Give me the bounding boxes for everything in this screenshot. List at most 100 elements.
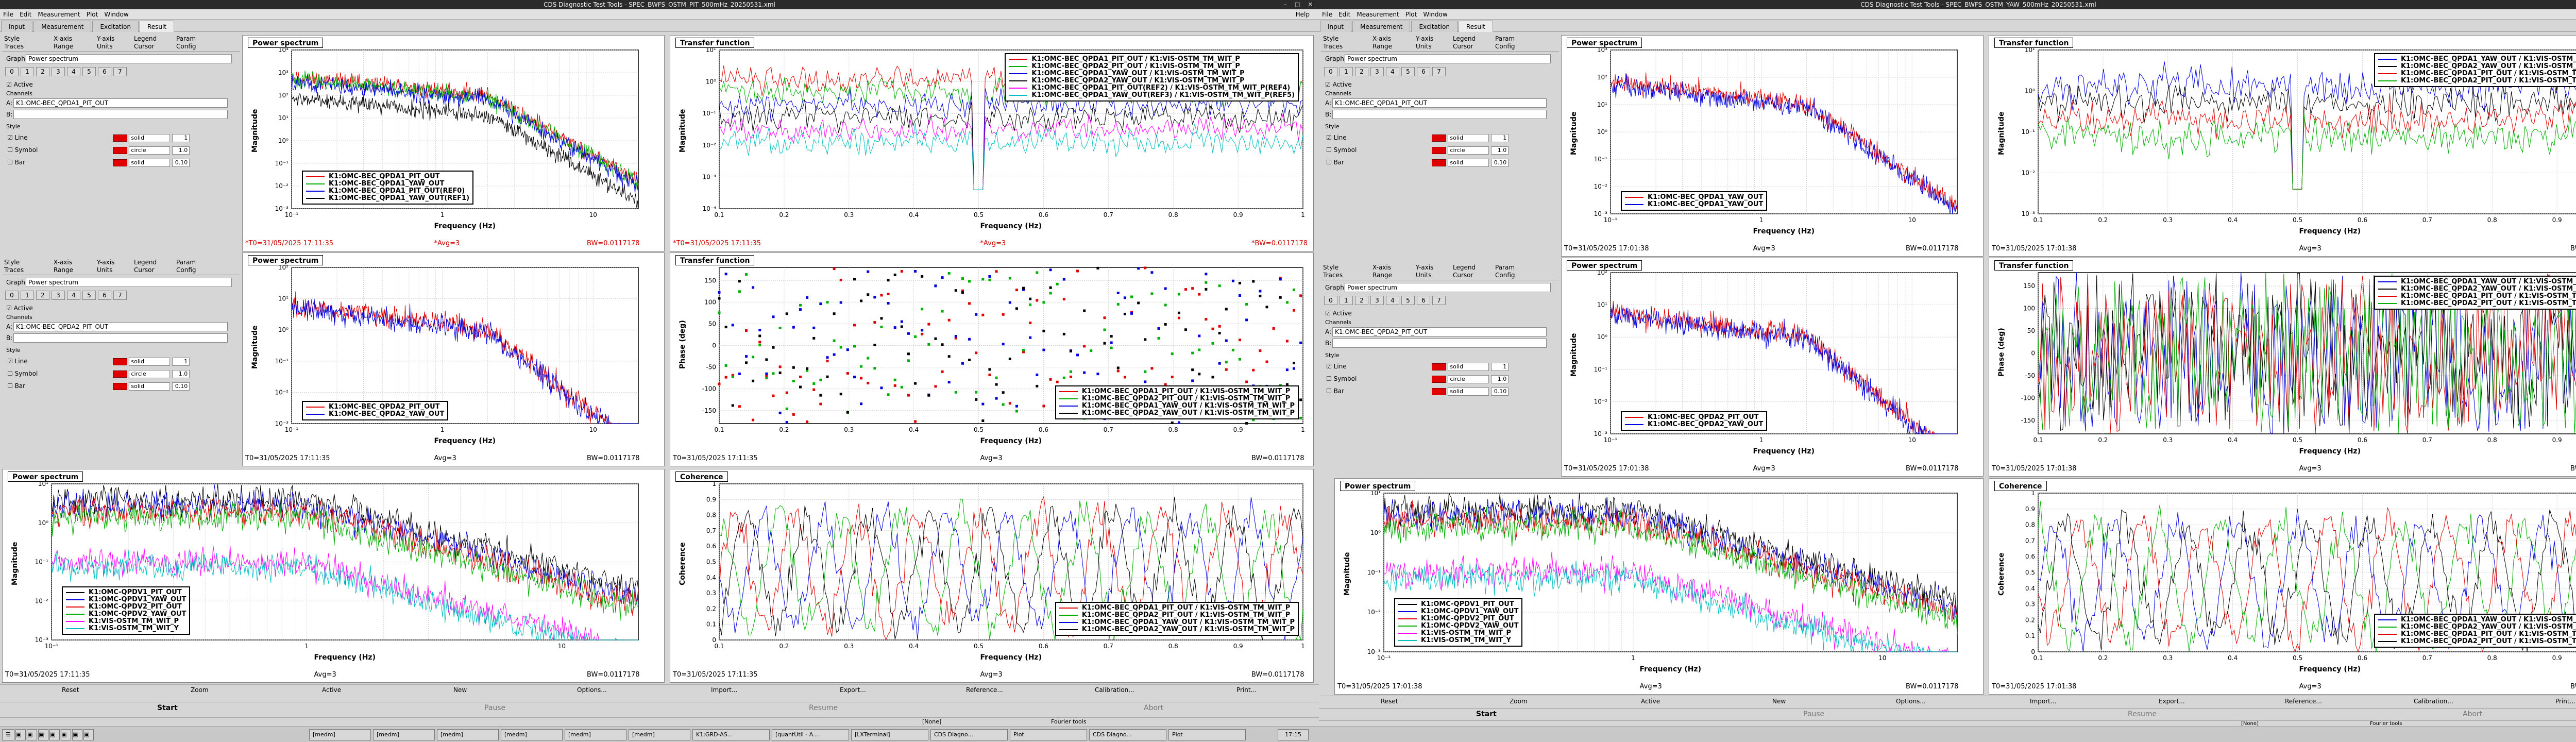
channel-a-select[interactable]: K1:OMC-BEC_QPDA1_PIT_OUT xyxy=(1332,98,1547,108)
tab-traces[interactable]: Traces xyxy=(4,266,24,274)
bar-checkbox[interactable]: ☐ xyxy=(7,159,15,166)
trace-tab-6[interactable]: 6 xyxy=(1417,296,1430,305)
reset-button[interactable]: Reset xyxy=(62,686,79,694)
taskbar-item[interactable]: [medm] xyxy=(501,729,563,740)
bar-checkbox[interactable]: ☐ xyxy=(7,382,15,390)
legend[interactable]: K1:OMC-BEC_QPDA1_PIT_OUT / K1:VIS-OSTM_T… xyxy=(1055,602,1299,636)
legend[interactable]: K1:OMC-BEC_QPDA2_PIT_OUT K1:OMC-BEC_QPDA2… xyxy=(302,401,449,420)
trace-tab-4[interactable]: 4 xyxy=(1386,296,1399,305)
tab-xaxis[interactable]: X-axis xyxy=(1372,35,1391,42)
tab-excitation[interactable]: Excitation xyxy=(92,21,139,32)
symbol-size-field[interactable]: 1.0 xyxy=(172,369,190,378)
reference-button[interactable]: Reference... xyxy=(966,686,1003,694)
trace-tab-3[interactable]: 3 xyxy=(52,67,65,76)
menu-window[interactable]: Window xyxy=(104,11,129,18)
pause-button[interactable]: Pause xyxy=(1803,710,1825,718)
trace-tab-5[interactable]: 5 xyxy=(82,67,96,76)
legend[interactable]: K1:OMC-BEC_QPDA1_YAW_OUT / K1:VIS-OSTM_T… xyxy=(2374,53,2576,87)
tab-range[interactable]: Range xyxy=(1372,43,1393,50)
channel-b-select[interactable] xyxy=(1332,339,1547,348)
active-checkbox[interactable]: ☑ Active xyxy=(6,304,33,312)
chart-svg[interactable]: 10⁻¹ 1 10 10⁻³ 10⁻² 10⁻¹ 10⁰ 10¹ xyxy=(3,469,664,682)
line-size-field[interactable]: 1 xyxy=(172,357,190,366)
symbol-checkbox[interactable]: ☐ xyxy=(7,146,15,154)
tab-param[interactable]: Param xyxy=(176,35,196,42)
tab-measurement[interactable]: Measurement xyxy=(33,21,92,32)
bar-checkbox[interactable]: ☐ xyxy=(1326,159,1334,166)
bar-style-select[interactable]: solid xyxy=(129,382,171,391)
trace-tab-4[interactable]: 4 xyxy=(67,67,80,76)
symbol-style-select[interactable]: circle xyxy=(1448,375,1489,383)
line-size-field[interactable]: 1 xyxy=(1491,133,1509,142)
taskbar-item[interactable]: [LXTerminal] xyxy=(851,729,928,740)
trace-tab-0[interactable]: 0 xyxy=(5,67,19,76)
trace-tab-6[interactable]: 6 xyxy=(98,291,111,300)
active-button[interactable]: Active xyxy=(322,686,342,694)
trace-tab-1[interactable]: 1 xyxy=(21,291,34,300)
symbol-checkbox[interactable]: ☐ xyxy=(1326,146,1334,154)
symbol-color-swatch[interactable] xyxy=(1431,375,1446,383)
new-button[interactable]: New xyxy=(453,686,467,694)
bar-color-swatch[interactable] xyxy=(1431,159,1446,166)
line-color-swatch[interactable] xyxy=(1431,363,1446,370)
chart-svg[interactable]: 0.10.20.30.40.50.60.70.80.9100.10.20.30.… xyxy=(1989,479,2576,694)
launcher-icon[interactable]: ▣ xyxy=(83,729,94,740)
menu-plot[interactable]: Plot xyxy=(86,11,98,18)
trace-tab-2[interactable]: 2 xyxy=(1355,67,1368,76)
active-checkbox[interactable]: ☑ Active xyxy=(1325,80,1352,89)
symbol-color-swatch[interactable] xyxy=(1431,146,1446,154)
tab-param[interactable]: Param xyxy=(1495,264,1515,271)
trace-tab-4[interactable]: 4 xyxy=(1386,67,1399,76)
trace-tab-6[interactable]: 6 xyxy=(98,67,111,76)
tab-config[interactable]: Config xyxy=(176,43,196,50)
bar-color-swatch[interactable] xyxy=(112,159,127,166)
tab-param[interactable]: Param xyxy=(176,259,196,266)
tab-yaxis[interactable]: Y-axis xyxy=(1416,264,1434,271)
launcher-icon[interactable]: ▣ xyxy=(27,729,37,740)
tab-units[interactable]: Units xyxy=(97,266,113,274)
graph-select[interactable]: Power spectrum xyxy=(26,278,232,287)
taskbar-item[interactable]: [medm] xyxy=(629,729,690,740)
tab-range[interactable]: Range xyxy=(54,266,74,274)
channel-a-select[interactable]: K1:OMC-BEC_QPDA1_PIT_OUT xyxy=(13,98,228,108)
options-button[interactable]: Options... xyxy=(577,686,607,694)
symbol-color-swatch[interactable] xyxy=(112,370,127,378)
bar-style-select[interactable]: solid xyxy=(1448,387,1489,396)
chart-svg[interactable]: 10⁻¹ 1 10 10⁻³ 10⁻² 10⁻¹ 10⁰ 10¹ xyxy=(1335,479,1983,694)
trace-tab-7[interactable]: 7 xyxy=(1432,296,1446,305)
tab-cursor[interactable]: Cursor xyxy=(134,43,155,50)
trace-tab-3[interactable]: 3 xyxy=(52,291,65,300)
menu-help[interactable]: Help xyxy=(1295,11,1310,18)
line-style-select[interactable]: solid xyxy=(1448,362,1489,371)
line-checkbox[interactable]: ☑ xyxy=(1326,363,1334,370)
tab-cursor[interactable]: Cursor xyxy=(134,266,155,274)
tab-units[interactable]: Units xyxy=(1416,272,1432,279)
tab-style[interactable]: Style xyxy=(1323,264,1339,271)
tab-xaxis[interactable]: X-axis xyxy=(54,35,72,42)
symbol-style-select[interactable]: circle xyxy=(1448,146,1489,155)
tab-measurement[interactable]: Measurement xyxy=(1352,21,1411,32)
bar-size-field[interactable]: 0.10 xyxy=(172,158,190,167)
tab-traces[interactable]: Traces xyxy=(1323,43,1343,50)
line-color-swatch[interactable] xyxy=(1431,134,1446,142)
tab-result[interactable]: Result xyxy=(1458,21,1493,32)
zoom-button[interactable]: Zoom xyxy=(1510,698,1528,705)
trace-tab-0[interactable]: 0 xyxy=(5,291,19,300)
taskbar-item[interactable]: Plot xyxy=(1168,729,1246,740)
tab-input[interactable]: Input xyxy=(1320,21,1352,32)
tab-input[interactable]: Input xyxy=(1,21,33,32)
reset-button[interactable]: Reset xyxy=(1381,698,1398,705)
graph-select[interactable]: Power spectrum xyxy=(1345,283,1551,292)
graph-select[interactable]: Power spectrum xyxy=(1345,54,1551,63)
trace-tab-1[interactable]: 1 xyxy=(21,67,34,76)
active-button[interactable]: Active xyxy=(1641,698,1660,705)
trace-tab-3[interactable]: 3 xyxy=(1370,296,1384,305)
bar-size-field[interactable]: 0.10 xyxy=(1491,387,1509,396)
tab-yaxis[interactable]: Y-axis xyxy=(97,35,115,42)
pause-button[interactable]: Pause xyxy=(484,704,506,712)
legend[interactable]: K1:OMC-BEC_QPDA2_PIT_OUT K1:OMC-BEC_QPDA2… xyxy=(1621,411,1768,431)
window-title-bar[interactable]: CDS Diagnostic Test Tools - SPEC_BWFS_OS… xyxy=(0,0,1319,9)
legend[interactable]: K1:OMC-BEC_QPDA1_PIT_OUT K1:OMC-BEC_QPDA1… xyxy=(302,171,474,205)
menu-edit[interactable]: Edit xyxy=(1338,11,1351,18)
